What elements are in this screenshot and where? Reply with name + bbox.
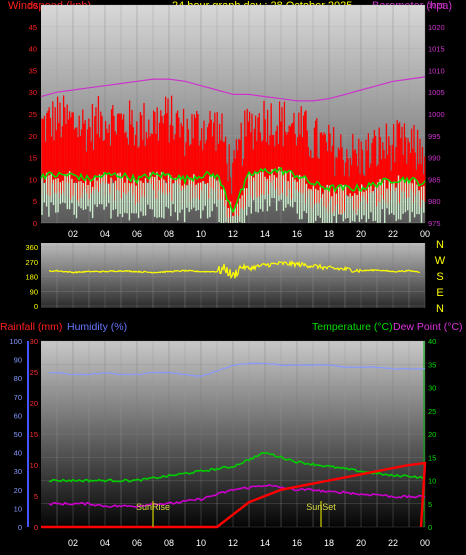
time-tick-label: 00: [420, 538, 430, 548]
time-tick-label: 10: [196, 229, 206, 239]
time-tick-label: 10: [196, 538, 206, 548]
baro-axis-tick: 1020: [428, 23, 445, 32]
compass-letter: E: [436, 287, 443, 299]
baro-axis-tick: 1000: [428, 110, 445, 119]
time-tick-label: 02: [68, 229, 78, 239]
time-tick-label: 08: [164, 538, 174, 548]
humidity-axis-tick: 30: [14, 467, 22, 476]
wind-axis-tick: 5: [33, 197, 37, 206]
baro-axis-tick: 1025: [428, 1, 445, 10]
rain-axis-tick: 5: [34, 492, 38, 501]
temp-axis-tick: 0: [428, 523, 432, 532]
direction-axis-tick: 0: [34, 302, 38, 311]
humidity-axis-tick: 70: [14, 393, 22, 402]
time-tick-label: 14: [260, 538, 270, 548]
humidity-line: [48, 362, 426, 378]
compass-letter: S: [436, 271, 443, 283]
rain-axis-tick: 0: [34, 523, 38, 532]
time-tick-label: 06: [132, 229, 142, 239]
rainfall-label: Rainfall (mm): [0, 321, 63, 333]
rain-axis-tick: 30: [30, 337, 38, 346]
barometer-line: [40, 76, 426, 102]
time-tick-label: 00: [420, 229, 430, 239]
baro-axis-tick: 980: [428, 197, 441, 206]
time-tick-label: 22: [388, 538, 398, 548]
wind-axis-tick: 10: [29, 175, 37, 184]
direction-axis-tick: 360: [25, 243, 38, 252]
baro-axis-tick: 990: [428, 154, 441, 163]
temp-axis-tick: 25: [428, 407, 436, 416]
time-tick-label: 04: [100, 538, 110, 548]
time-tick-label: 12: [228, 229, 238, 239]
rain-axis-tick: 15: [30, 430, 38, 439]
wind-axis-tick: 0: [33, 219, 37, 228]
rain-axis-tick: 10: [30, 461, 38, 470]
rain-axis-tick: 20: [30, 399, 38, 408]
direction-axis-tick: 90: [30, 287, 38, 296]
compass-letter: N: [436, 239, 444, 251]
sun-marker-label: SunRise: [136, 502, 170, 512]
rainfall-line: [41, 461, 427, 529]
wind-axis-tick: 25: [29, 110, 37, 119]
baro-axis-tick: 1015: [428, 45, 445, 54]
dewpoint-label: Dew Point (°C): [393, 321, 463, 333]
wind-axis-tick: 30: [29, 88, 37, 97]
humidity-axis-tick: 100: [9, 337, 22, 346]
wind-direction-trace: [48, 259, 421, 280]
wind-axis-tick: 20: [29, 132, 37, 141]
direction-axis-tick: 180: [25, 273, 38, 282]
time-tick-label: 20: [356, 538, 366, 548]
baro-axis-tick: 975: [428, 219, 441, 228]
time-tick-label: 08: [164, 229, 174, 239]
temp-axis-tick: 15: [428, 453, 436, 462]
temperature-label: Temperature (°C): [312, 321, 393, 333]
time-tick-label: 12: [228, 538, 238, 548]
wind-axis-tick: 15: [29, 154, 37, 163]
compass-letter: W: [435, 255, 446, 267]
baro-axis-tick: 1005: [428, 88, 445, 97]
wind-axis-tick: 40: [29, 45, 37, 54]
time-tick-label: 18: [324, 538, 334, 548]
temp-axis-tick: 30: [428, 384, 436, 393]
dew-point-line: [48, 484, 426, 508]
sun-marker-label: SunSet: [306, 502, 336, 512]
baro-axis-tick: 985: [428, 175, 441, 184]
time-tick-label: 22: [388, 229, 398, 239]
humidity-axis-tick: 20: [14, 486, 22, 495]
temp-axis-tick: 10: [428, 477, 436, 486]
baro-axis-tick: 995: [428, 132, 441, 141]
humidity-axis-tick: 40: [14, 449, 22, 458]
humidity-axis-tick: 10: [14, 504, 22, 513]
temp-axis-tick: 20: [428, 430, 436, 439]
time-tick-label: 16: [292, 538, 302, 548]
humidity-axis-tick: 90: [14, 356, 22, 365]
compass-letter: N: [436, 303, 444, 315]
temperature-line: [48, 451, 426, 483]
temp-axis-tick: 5: [428, 500, 432, 509]
humidity-axis-tick: 60: [14, 411, 22, 420]
wind-axis-tick: 35: [29, 66, 37, 75]
rain-axis-tick: 25: [30, 368, 38, 377]
temp-axis-tick: 35: [428, 360, 436, 369]
baro-axis-tick: 1010: [428, 66, 445, 75]
wind-axis-tick: 45: [29, 23, 37, 32]
time-tick-label: 18: [324, 229, 334, 239]
time-tick-label: 20: [356, 229, 366, 239]
wind-axis-tick: 50: [29, 1, 37, 10]
time-tick-label: 06: [132, 538, 142, 548]
humidity-axis-tick: 0: [18, 523, 22, 532]
wind-average-line: [40, 166, 426, 214]
time-tick-label: 04: [100, 229, 110, 239]
time-tick-label: 16: [292, 229, 302, 239]
time-tick-label: 14: [260, 229, 270, 239]
humidity-axis-tick: 50: [14, 430, 22, 439]
time-tick-label: 02: [68, 538, 78, 548]
humidity-label: Humidity (%): [67, 321, 128, 333]
humidity-axis-tick: 80: [14, 374, 22, 383]
direction-axis-tick: 270: [25, 258, 38, 267]
temp-axis-tick: 40: [428, 337, 436, 346]
